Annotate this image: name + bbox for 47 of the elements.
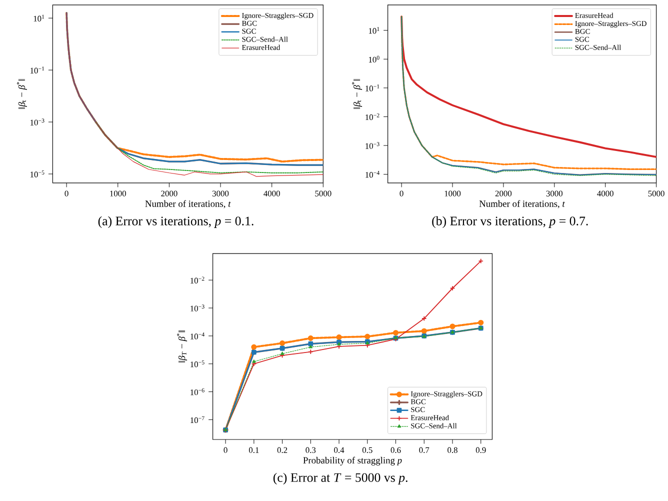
x-tick-label: 0.9 — [476, 447, 486, 453]
x-axis-title: Probability of straggling p — [303, 456, 402, 466]
x-tick-label: 0.8 — [448, 447, 458, 453]
text: (b) Error vs iterations, p = 0.7. — [432, 216, 588, 228]
x-axis-title: Number of iterations, t — [479, 200, 565, 208]
text: (c) Error at T = 5000 vs p. — [273, 472, 408, 484]
x-tick-label: 1000 — [110, 190, 126, 196]
x-tick-label: 2000 — [495, 190, 512, 196]
y-tick-label: 10$^{−6}$ — [190, 388, 204, 396]
x-tick-label: 5000 — [648, 190, 664, 196]
y-tick-label: 10$^{−4}$ — [190, 332, 204, 340]
x-tick-label: 0.7 — [419, 447, 430, 453]
text: (a) Error vs iterations, p = 0.1. — [98, 216, 254, 228]
y-tick-label: 10$^{0}$ — [368, 56, 380, 62]
x-tick-label: 0 — [400, 190, 404, 196]
y-tick-label: 10$^{−1}$ — [30, 66, 44, 74]
x-tick-label: 3000 — [212, 190, 229, 196]
x-tick-label: 0.2 — [277, 447, 288, 453]
x-tick-label: 0.5 — [362, 447, 372, 453]
x-tick-label: 0.1 — [248, 447, 259, 453]
y-axis-title: ‖β$_{t}$ − β$^{*}$‖ — [16, 79, 27, 109]
y-tick-label: 10$^{−2}$ — [190, 276, 204, 284]
y-tick-label: 10$^{−3}$ — [190, 304, 204, 312]
y-tick-label: 10$^{−1}$ — [366, 84, 380, 92]
x-tick-label: 4000 — [597, 190, 614, 196]
x-tick-label: 0 — [64, 190, 68, 196]
x-tick-label: 5000 — [315, 190, 332, 196]
x-tick-label: 1000 — [444, 190, 461, 196]
y-tick-label: 10$^{−2}$ — [366, 113, 380, 120]
y-tick-label: 10$^{−7}$ — [190, 416, 204, 423]
x-tick-label: 0.3 — [306, 447, 316, 453]
x-tick-label: 2000 — [161, 190, 178, 196]
y-tick-label: 10$^{1}$ — [34, 14, 44, 22]
y-axis-title: ‖β$_{t}$ − β$^{*}$‖ — [352, 79, 362, 109]
y-tick-label: 10$^{−3}$ — [30, 118, 44, 126]
x-tick-label: 4000 — [264, 190, 280, 196]
y-axis-title: ‖β$_{T}$ − β$^{*}$‖ — [176, 330, 188, 362]
x-tick-label: 0 — [224, 447, 228, 453]
x-axis-title: Number of iterations, t — [145, 200, 231, 208]
y-tick-label: 10$^{−4}$ — [366, 170, 380, 178]
y-tick-label: 10$^{−3}$ — [366, 142, 380, 149]
y-tick-label: 10$^{−5}$ — [190, 360, 204, 368]
x-tick-label: 0.4 — [334, 447, 344, 453]
y-tick-label: 10$^{−5}$ — [30, 170, 44, 178]
x-tick-label: 3000 — [546, 190, 562, 196]
x-tick-label: 0.6 — [390, 447, 401, 453]
y-tick-label: 10$^{1}$ — [368, 26, 380, 34]
